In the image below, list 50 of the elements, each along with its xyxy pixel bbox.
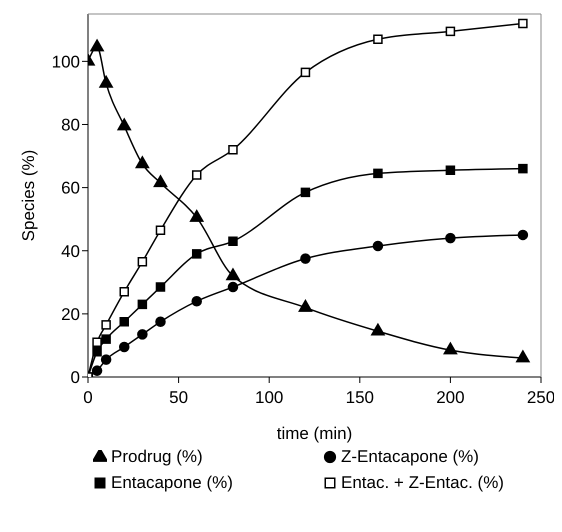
point (228, 236, 238, 246)
point (155, 316, 166, 328)
y-tick-label: 80 (61, 116, 80, 135)
point (100, 354, 112, 365)
point (92, 365, 102, 376)
point (372, 240, 384, 252)
x-tick-label: 0 (83, 388, 93, 408)
point (119, 317, 129, 327)
legend-label: Prodrug (%) (111, 447, 203, 467)
point (138, 257, 148, 267)
point (518, 18, 528, 28)
y-tick-label: 100 (52, 52, 80, 72)
x-tick-label: 150 (346, 388, 374, 408)
point (118, 342, 130, 352)
x-tick-label: 200 (436, 388, 465, 408)
point (192, 249, 202, 259)
point (92, 338, 102, 348)
legend-label: Entacapone (%) (111, 473, 233, 493)
point (92, 347, 102, 356)
point (445, 232, 456, 244)
point (373, 34, 383, 44)
point (119, 287, 129, 297)
x-tick-label: 50 (169, 388, 188, 408)
point (101, 334, 111, 344)
x-tick-label: 100 (255, 388, 284, 408)
x-axis-title: time (min) (276, 424, 352, 443)
point (156, 225, 166, 235)
y-tick-label: 40 (61, 242, 80, 261)
point (518, 164, 528, 174)
point (228, 144, 238, 154)
y-tick-label: 60 (61, 178, 80, 198)
point (300, 68, 310, 78)
y-tick-label: 0 (70, 368, 80, 388)
point (156, 282, 166, 292)
point (300, 188, 310, 198)
point (446, 166, 456, 175)
y-axis-title: Species (%) (19, 150, 38, 242)
legend-label: Entac. + Z-Entac. (%) (341, 473, 504, 493)
legend-label: Z-Entacapone (%) (341, 447, 479, 467)
point (228, 282, 238, 292)
point (191, 296, 202, 306)
point (300, 253, 311, 264)
point (373, 168, 383, 178)
point (137, 329, 148, 340)
y-tick-label: 20 (61, 304, 80, 324)
point (192, 170, 202, 180)
point (101, 320, 111, 330)
point (446, 26, 456, 36)
point (518, 230, 528, 240)
point (138, 300, 148, 310)
